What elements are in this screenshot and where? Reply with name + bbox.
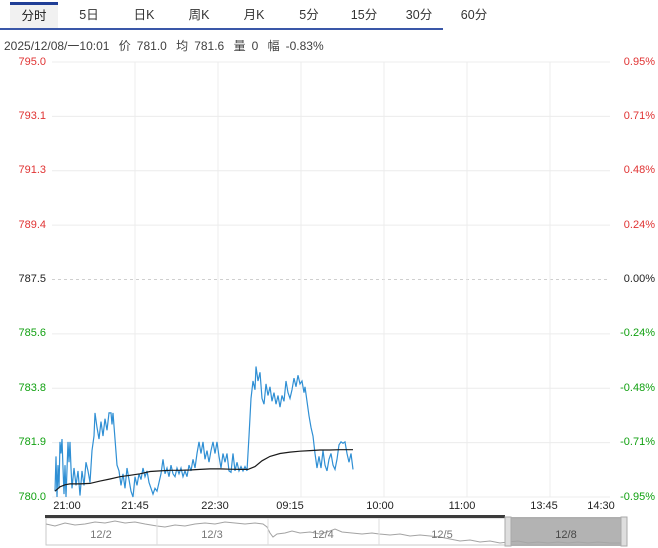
volume-label: 量 [233, 39, 246, 53]
tab-monthly-k[interactable]: 月K [243, 8, 265, 22]
tab-5min[interactable]: 5分 [299, 8, 319, 22]
y-axis-price-label: 795.0 [18, 55, 46, 68]
y-axis-price-label: 787.5 [18, 273, 46, 285]
navigator-date-label: 12/8 [555, 529, 577, 541]
volume-value: 0 [251, 39, 259, 53]
y-axis-price-label: 781.9 [18, 436, 46, 449]
y-axis-percent-label: -0.48% [620, 381, 655, 394]
quote-datetime: 2025/12/08/一10:01 [4, 39, 110, 53]
y-axis-price-label: 780.0 [18, 490, 46, 503]
y-axis-price-label: 791.3 [18, 164, 46, 177]
y-axis-price-label: 783.8 [18, 381, 46, 394]
x-axis-time-label: 14:30 [587, 500, 615, 512]
average-value: 781.6 [194, 39, 225, 53]
y-axis-price-label: 785.6 [18, 327, 46, 340]
y-axis-percent-label: 0.71% [623, 109, 655, 122]
navigator-date-label: 12/3 [201, 529, 223, 541]
price-label: 价 [118, 39, 131, 53]
x-axis-time-label: 11:00 [448, 500, 476, 512]
x-axis-time-label: 10:00 [366, 500, 394, 512]
tab-60min[interactable]: 60分 [460, 8, 488, 22]
x-axis-time-label: 21:00 [53, 500, 81, 512]
change-label: 幅 [267, 39, 280, 53]
y-axis-percent-label: 0.95% [623, 55, 655, 68]
y-axis-price-label: 793.1 [18, 109, 46, 122]
navigator-date-label: 12/4 [312, 529, 334, 541]
period-tab-bar: 分时 5日 日K 周K 月K 5分 15分 30分 60分 [0, 0, 658, 30]
average-line [54, 449, 353, 492]
y-axis-percent-label: -0.95% [620, 490, 655, 503]
tab-weekly-k[interactable]: 周K [188, 8, 210, 22]
y-axis-percent-label: 0.00% [623, 273, 655, 285]
y-axis-percent-label: 0.24% [623, 218, 655, 231]
price-line [54, 366, 354, 498]
navigator-selection[interactable] [511, 517, 621, 546]
y-axis-price-label: 789.4 [18, 218, 46, 231]
x-axis-time-label: 13:45 [530, 500, 558, 512]
x-axis-time-label: 09:15 [276, 500, 304, 512]
tab-bar-underline [0, 28, 443, 30]
navigator-date-label: 12/2 [90, 529, 112, 541]
tab-intraday[interactable]: 分时 [10, 2, 58, 28]
tab-5day[interactable]: 5日 [79, 8, 99, 22]
navigator-left-handle[interactable] [504, 516, 512, 547]
navigator-date-label: 12/5 [431, 529, 453, 541]
navigator-right-handle[interactable] [620, 516, 628, 547]
tab-30min[interactable]: 30分 [405, 8, 433, 22]
navigator-progress-bar [45, 515, 505, 518]
change-value: -0.83% [285, 39, 324, 53]
y-axis-percent-label: -0.24% [620, 327, 655, 340]
tab-15min[interactable]: 15分 [350, 8, 378, 22]
x-axis-time-label: 22:30 [201, 500, 229, 512]
price-value: 781.0 [136, 39, 167, 53]
y-axis-percent-label: -0.71% [620, 436, 655, 449]
y-axis-percent-label: 0.48% [623, 164, 655, 177]
average-label: 均 [176, 39, 189, 53]
tab-daily-k[interactable]: 日K [133, 8, 155, 22]
x-axis-time-label: 21:45 [121, 500, 149, 512]
